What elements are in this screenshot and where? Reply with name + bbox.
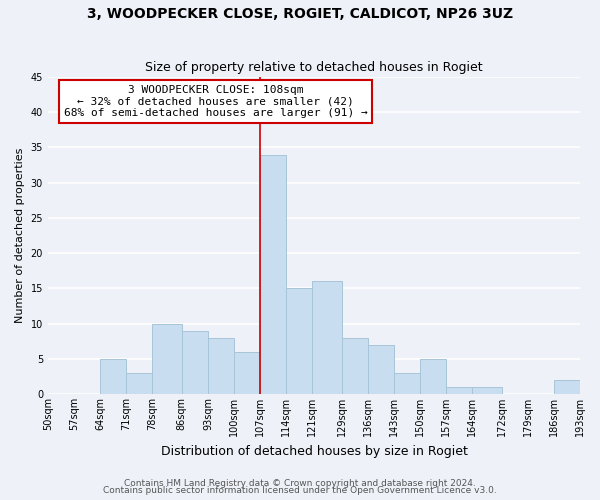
Bar — [126, 373, 152, 394]
Text: 3, WOODPECKER CLOSE, ROGIET, CALDICOT, NP26 3UZ: 3, WOODPECKER CLOSE, ROGIET, CALDICOT, N… — [87, 8, 513, 22]
Bar — [100, 359, 126, 394]
Bar — [554, 380, 580, 394]
Bar — [260, 154, 286, 394]
Text: 3 WOODPECKER CLOSE: 108sqm
← 32% of detached houses are smaller (42)
68% of semi: 3 WOODPECKER CLOSE: 108sqm ← 32% of deta… — [64, 85, 367, 118]
Text: Contains public sector information licensed under the Open Government Licence v3: Contains public sector information licen… — [103, 486, 497, 495]
Bar — [342, 338, 368, 394]
Bar — [208, 338, 234, 394]
Bar — [234, 352, 260, 394]
Text: Contains HM Land Registry data © Crown copyright and database right 2024.: Contains HM Land Registry data © Crown c… — [124, 478, 476, 488]
Bar — [368, 344, 394, 394]
Bar — [286, 288, 312, 394]
Bar — [312, 282, 342, 394]
Bar — [446, 387, 472, 394]
Bar — [472, 387, 502, 394]
X-axis label: Distribution of detached houses by size in Rogiet: Distribution of detached houses by size … — [161, 444, 467, 458]
Bar — [182, 330, 208, 394]
Bar — [152, 324, 182, 394]
Bar — [420, 359, 446, 394]
Y-axis label: Number of detached properties: Number of detached properties — [15, 148, 25, 323]
Bar — [394, 373, 420, 394]
Title: Size of property relative to detached houses in Rogiet: Size of property relative to detached ho… — [145, 62, 483, 74]
